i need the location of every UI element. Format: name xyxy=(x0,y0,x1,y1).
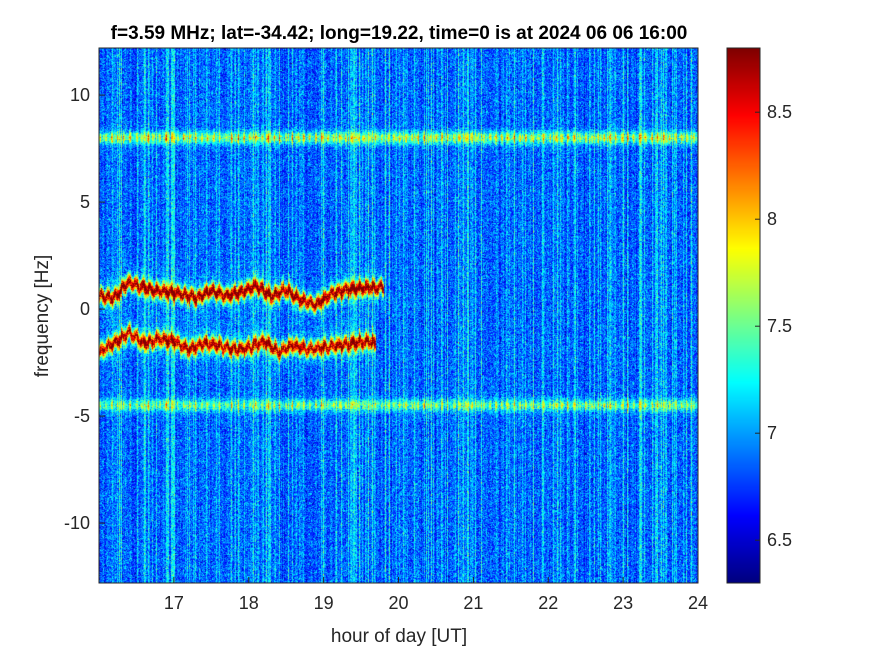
colorbar-frame xyxy=(726,47,761,584)
x-tick-label: 17 xyxy=(164,593,184,613)
plot-area xyxy=(98,47,699,584)
x-tick-label: 18 xyxy=(239,593,259,613)
y-tick-label: 5 xyxy=(80,192,90,212)
colorbar-tick-label: 8 xyxy=(767,209,777,229)
colorbar-tick-label: 7.5 xyxy=(767,316,792,336)
x-tick-label: 22 xyxy=(538,593,558,613)
y-tick-label: -10 xyxy=(64,513,90,533)
y-axis: -10 -5 0 5 10 xyxy=(64,85,105,533)
colorbar-tick-label: 7 xyxy=(767,423,777,443)
x-tick-label: 19 xyxy=(314,593,334,613)
y-tick-label: -5 xyxy=(74,406,90,426)
colorbar: 6.5 7 7.5 8 8.5 xyxy=(726,47,792,584)
y-axis-label: frequency [Hz] xyxy=(32,255,53,378)
x-tick-label: 23 xyxy=(613,593,633,613)
x-tick-label: 20 xyxy=(388,593,408,613)
x-tick-label: 24 xyxy=(688,593,708,613)
spectrogram-image xyxy=(99,48,698,583)
colorbar-tick-label: 6.5 xyxy=(767,530,792,550)
x-axis: 17 18 19 20 21 22 23 24 xyxy=(164,577,708,613)
x-tick-label: 21 xyxy=(463,593,483,613)
x-axis-label: hour of day [UT] xyxy=(331,626,467,647)
chart-title: f=3.59 MHz; lat=-34.42; long=19.22, time… xyxy=(111,23,688,44)
colorbar-tick-label: 8.5 xyxy=(767,102,792,122)
y-tick-label: 0 xyxy=(80,299,90,319)
y-tick-label: 10 xyxy=(70,85,90,105)
colorbar-ticks: 6.5 7 7.5 8 8.5 xyxy=(755,102,792,550)
colorbar-gradient xyxy=(727,48,760,583)
